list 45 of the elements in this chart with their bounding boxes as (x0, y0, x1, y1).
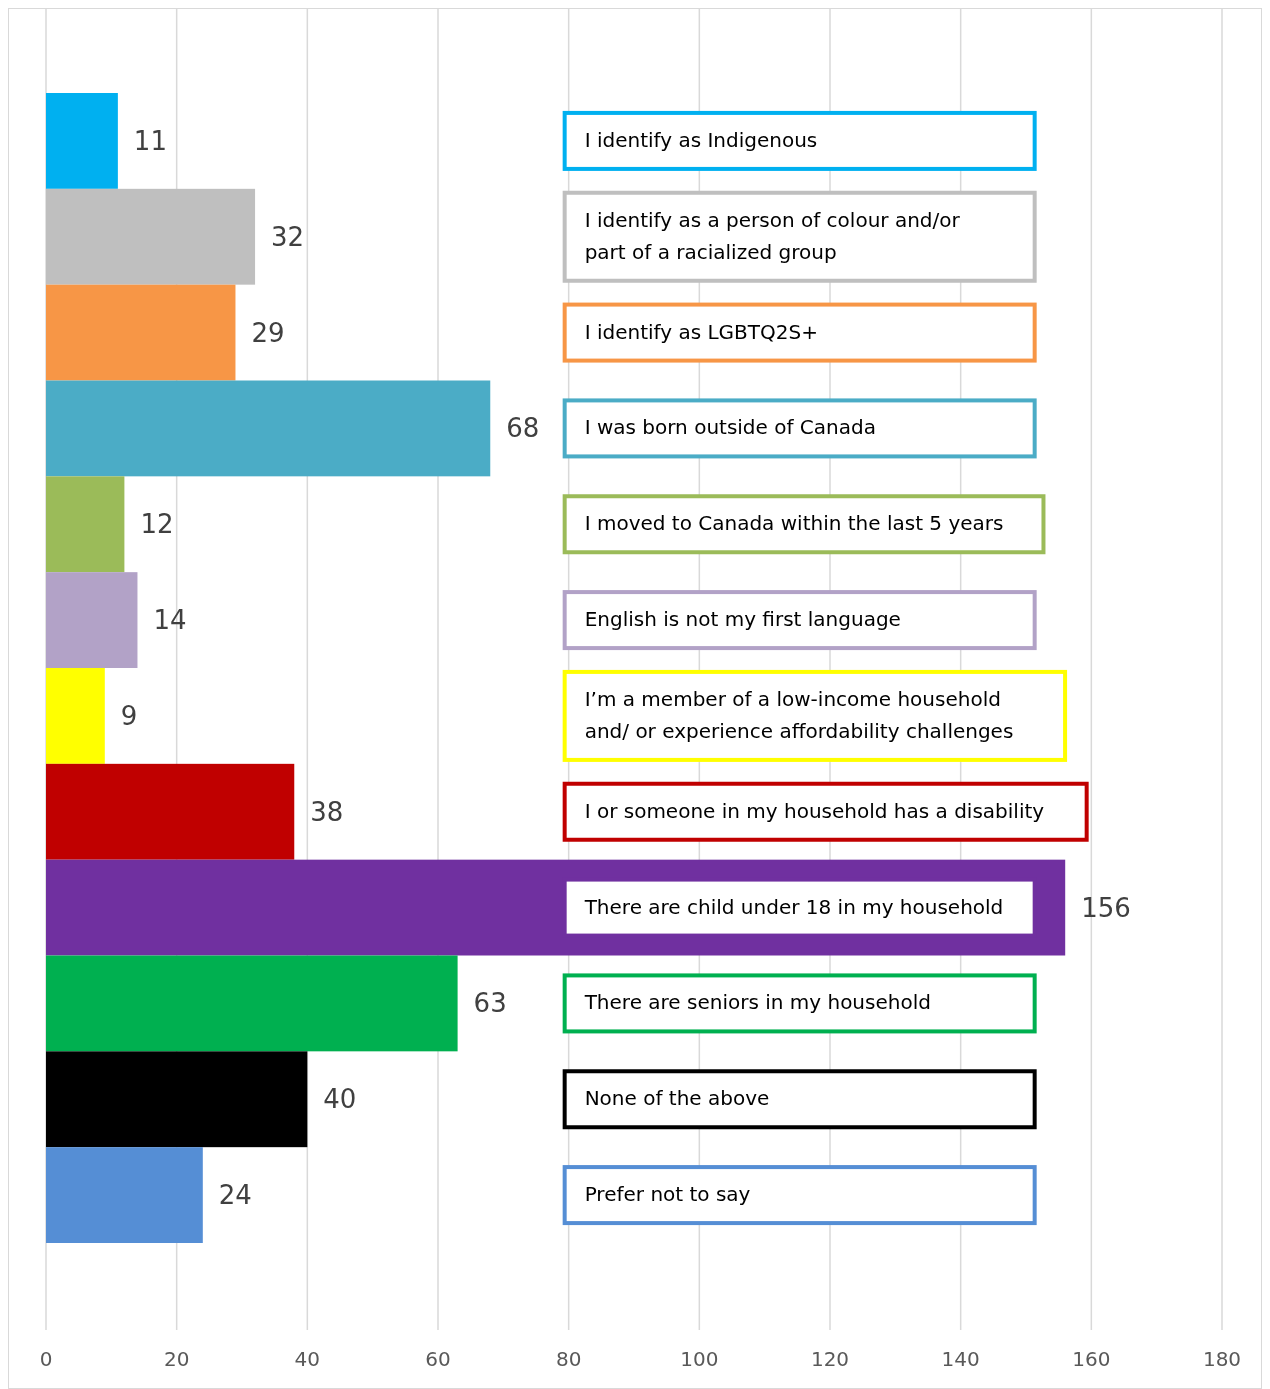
x-tick-label: 60 (425, 1347, 451, 1371)
x-tick-label: 180 (1202, 1347, 1242, 1371)
bar (46, 668, 105, 764)
y-tick-label: There are child under 18 in my household (583, 894, 1004, 919)
bar (46, 380, 491, 477)
data-label: 9 (120, 700, 138, 731)
data-label: 68 (506, 413, 540, 444)
x-tick-label: 0 (39, 1347, 53, 1371)
x-tick-label: 100 (680, 1347, 719, 1371)
data-label: 38 (310, 796, 344, 827)
data-label: 156 (1081, 892, 1131, 923)
x-tick-label: 140 (941, 1347, 980, 1371)
data-label: 32 (271, 221, 305, 252)
y-tick-label: Prefer not to say (584, 1182, 751, 1207)
x-tick-label: 40 (294, 1347, 321, 1371)
bar (46, 572, 138, 668)
y-tick-label: I moved to Canada within the last 5 years (584, 511, 1004, 536)
y-tick-label: I identify as Indigenous (584, 127, 818, 152)
data-label: 14 (153, 605, 187, 636)
y-tick-label: I identify as a person of colour and/or part of a racialized group (584, 207, 961, 264)
bar (46, 1147, 203, 1243)
data-label: 24 (218, 1180, 252, 1211)
data-label: 12 (140, 509, 174, 540)
y-tick-label: I or someone in my household has a disability (584, 798, 1045, 823)
y-tick-label: There are seniors in my household (583, 990, 931, 1015)
bar (46, 93, 118, 189)
y-tick-label: None of the above (584, 1086, 770, 1111)
x-tick-label: 160 (1072, 1347, 1111, 1371)
bar (46, 955, 458, 1052)
bar (46, 188, 256, 285)
y-tick-label: I was born outside of Canada (584, 415, 876, 440)
y-tick-label: I’m a member of a low-income household and/ or experience affordability challenges (584, 686, 1014, 743)
y-tick-label: English is not my first language (584, 607, 901, 632)
bar (46, 1051, 308, 1148)
x-tick-label: 20 (163, 1347, 190, 1371)
data-label: 40 (323, 1084, 357, 1115)
bar (46, 284, 236, 381)
x-tick-label: 80 (555, 1347, 582, 1371)
bar (46, 476, 125, 573)
data-label: 63 (473, 988, 507, 1019)
bar (46, 763, 295, 860)
y-tick-label: I identify as LGBTQ2S+ (584, 319, 818, 344)
data-label: 11 (133, 125, 167, 156)
data-label: 29 (251, 317, 285, 348)
x-tick-label: 120 (810, 1347, 850, 1371)
